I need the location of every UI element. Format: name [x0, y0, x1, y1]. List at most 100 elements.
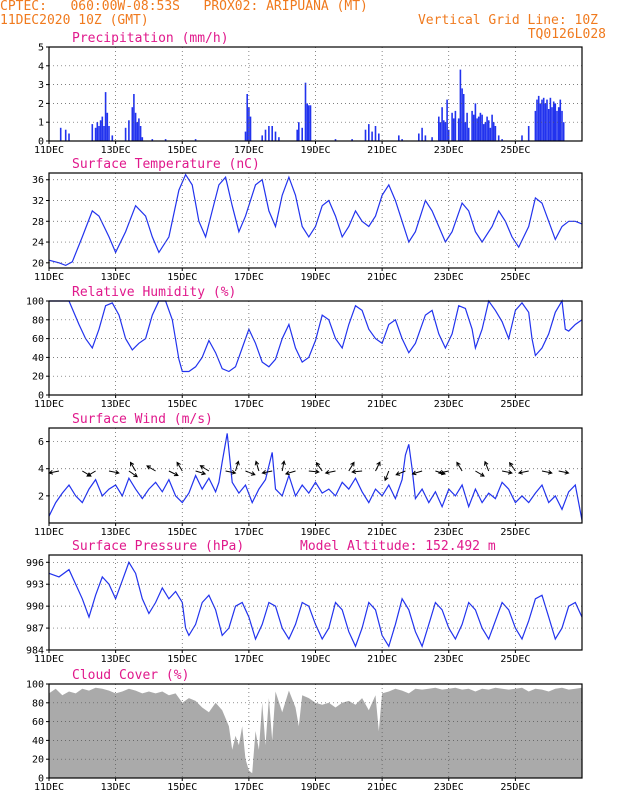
precip-bar-27: [246, 94, 248, 141]
precip-bar-65: [454, 110, 457, 141]
precip-bar-102: [551, 107, 553, 141]
precip-bar-91: [527, 126, 530, 141]
precip-bar-109: [562, 122, 565, 141]
ytick-label-1-2: 28: [32, 217, 44, 228]
wind-arrow-28: [437, 470, 449, 475]
precip-bar-85: [491, 114, 493, 141]
panel-title-3: Surface Wind (m/s): [72, 412, 213, 427]
wind-arrow-3: [108, 470, 120, 475]
precip-bar-39: [304, 82, 307, 141]
xtick-label-4-1: 13DEC: [101, 654, 131, 665]
precip-bar-107: [559, 99, 562, 141]
precip-bar-6: [98, 126, 100, 141]
precip-bar-0: [59, 127, 62, 141]
wind-arrow-22: [351, 469, 363, 475]
xtick-label-2-6: 23DEC: [434, 399, 464, 410]
xtick-label-4-2: 15DEC: [167, 654, 197, 665]
wind-arrow-13: [245, 470, 256, 476]
xtick-label-2-3: 17DEC: [234, 399, 264, 410]
precip-bar-51: [401, 139, 403, 141]
precip-bar-28: [248, 107, 250, 141]
xtick-label-2-2: 15DEC: [167, 399, 197, 410]
precip-bar-69: [462, 94, 465, 141]
precip-bar-83: [487, 120, 490, 141]
wind-arrow-16: [281, 460, 286, 472]
precip-bar-47: [371, 131, 373, 141]
precip-bar-82: [486, 116, 488, 141]
precip-bar-25: [194, 139, 197, 141]
precip-bar-89: [501, 139, 503, 141]
precip-bar-100: [547, 109, 550, 141]
precip-bar-97: [542, 97, 545, 141]
ytick-label-1-0: 20: [32, 258, 44, 269]
xtick-label-5-2: 15DEC: [167, 782, 197, 793]
xtick-label-0-4: 19DEC: [300, 145, 330, 156]
precip-bar-34: [274, 131, 277, 141]
xtick-label-3-7: 25DEC: [500, 527, 530, 538]
precip-bar-10: [104, 92, 107, 141]
precip-bar-90: [521, 135, 523, 141]
ytick-label-3-1: 4: [38, 464, 44, 475]
xtick-label-4-5: 21DEC: [367, 654, 397, 665]
xtick-label-0-0: 11DEC: [34, 145, 64, 156]
xtick-label-5-6: 23DEC: [434, 782, 464, 793]
precip-bar-96: [541, 99, 543, 141]
ytick-label-2-1: 20: [32, 372, 44, 383]
ytick-label-3-0: 2: [38, 491, 44, 502]
wind-arrow-8: [176, 461, 183, 472]
precip-bar-63: [451, 112, 453, 141]
panel-3: 11DEC 13DEC 15DEC 17DEC 19DEC 21DEC 23DEC 25DEC…: [34, 412, 583, 538]
precip-bar-105: [556, 110, 558, 141]
precip-bar-67: [459, 69, 462, 141]
wind-arrow-31: [484, 460, 490, 472]
precip-bar-19: [136, 122, 139, 141]
wind-arrow-23: [375, 461, 381, 472]
panel-title-5: Cloud Cover (%): [72, 668, 189, 683]
ytick-label-0-5: 5: [38, 43, 44, 54]
xtick-label-5-1: 13DEC: [101, 782, 131, 793]
precip-bar-57: [439, 122, 442, 141]
precip-bar-79: [481, 114, 483, 141]
precip-bar-95: [539, 103, 542, 141]
panel-title-1: Surface Temperature (nC): [72, 157, 260, 172]
ytick-label-4-2: 990: [26, 602, 44, 613]
precip-bar-9: [103, 126, 105, 141]
panel-title-2: Relative Humidity (%): [72, 285, 236, 300]
precip-bar-55: [431, 137, 433, 141]
ytick-label-0-3: 3: [38, 80, 44, 91]
precip-bar-45: [364, 129, 367, 141]
xtick-label-2-7: 25DEC: [500, 399, 530, 410]
precip-bar-88: [497, 135, 500, 141]
xtick-label-3-0: 11DEC: [34, 527, 64, 538]
wind-arrow-1: [82, 470, 92, 477]
panel-frame-2: [48, 300, 583, 396]
ytick-label-4-4: 996: [26, 558, 44, 569]
xtick-label-3-2: 15DEC: [167, 527, 197, 538]
xtick-label-0-5: 21DEC: [367, 145, 397, 156]
precip-bar-17: [133, 94, 135, 141]
xtick-label-0-7: 25DEC: [500, 145, 530, 156]
xtick-label-4-4: 19DEC: [300, 654, 330, 665]
precip-bar-78: [479, 112, 482, 141]
precip-bar-52: [418, 133, 420, 141]
ytick-label-5-5: 100: [26, 680, 44, 691]
precip-bar-64: [452, 118, 455, 141]
wind-arrow-0: [48, 470, 60, 475]
ytick-label-3-2: 6: [38, 437, 44, 448]
precip-bar-93: [536, 99, 538, 141]
wind-arrow-14: [254, 460, 260, 472]
ytick-label-2-0: 0: [38, 391, 44, 402]
precip-bar-74: [472, 114, 475, 141]
wind-arrow-35: [541, 470, 553, 475]
xtick-label-5-5: 21DEC: [367, 782, 397, 793]
wind-arrow-34: [517, 470, 529, 475]
precip-bar-59: [443, 120, 445, 141]
ytick-label-0-2: 2: [38, 99, 44, 110]
precip-bar-86: [492, 122, 495, 141]
wind-arrow-2: [86, 470, 96, 477]
precip-bar-61: [446, 99, 448, 141]
wind-arrow-4: [128, 470, 138, 478]
xtick-label-4-3: 17DEC: [234, 654, 264, 665]
precip-bar-20: [138, 118, 140, 141]
